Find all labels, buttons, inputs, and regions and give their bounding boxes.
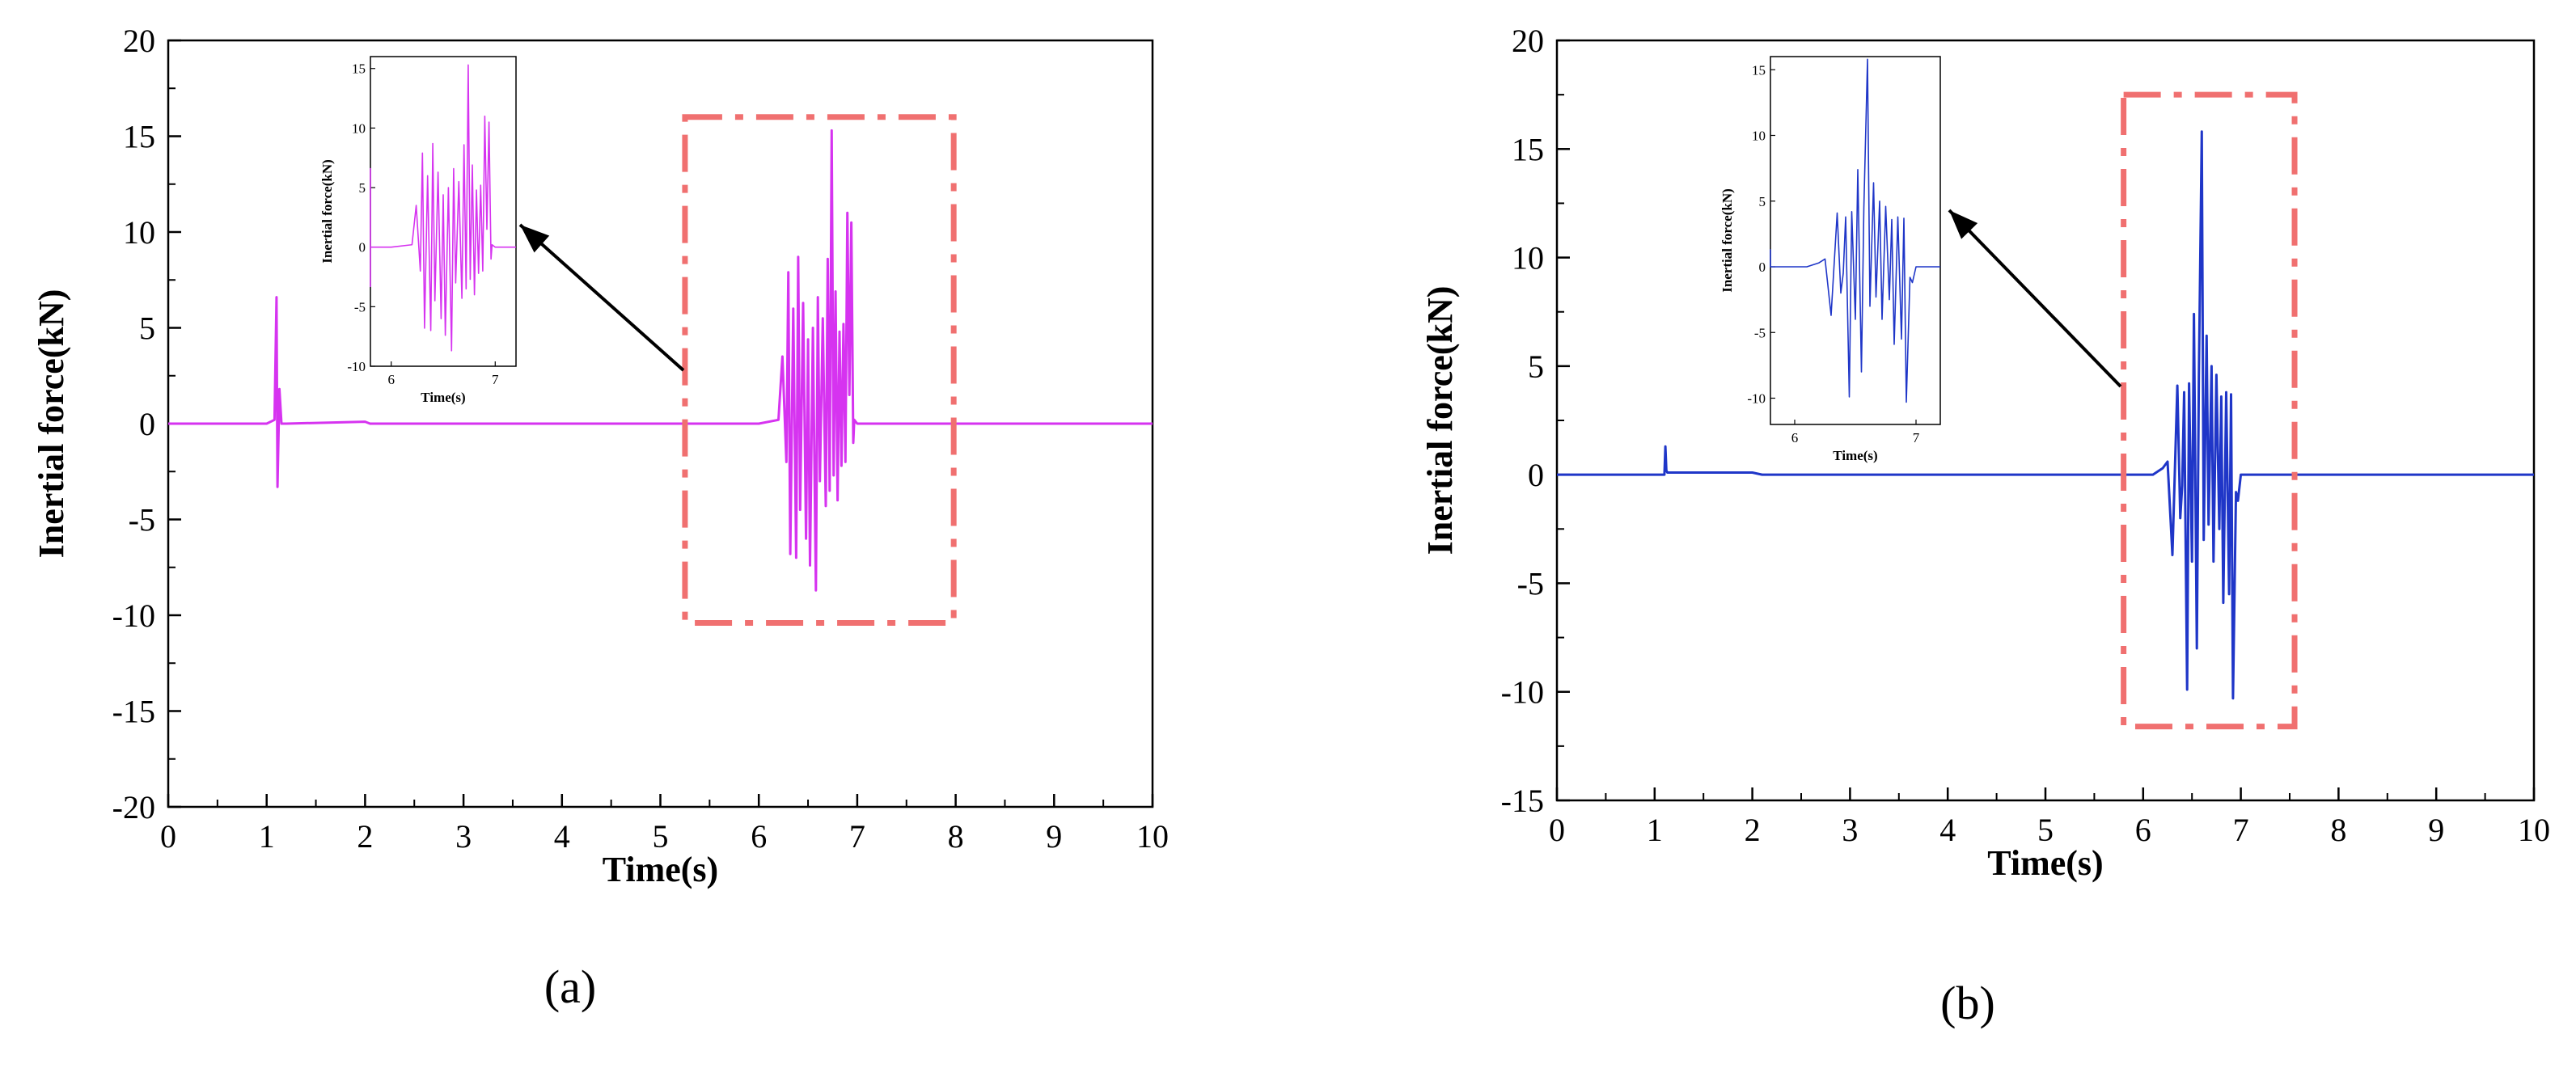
y-tick-label: 10 [123, 214, 155, 251]
y-tick-label: -15 [1501, 783, 1544, 819]
annotation-arrowhead [1949, 210, 1978, 239]
inset-series-line [370, 64, 516, 352]
y-axis-title: Inertial force(kN) [1420, 286, 1460, 555]
inset-y-tick-label: -10 [347, 359, 366, 374]
y-tick-label: 20 [1512, 23, 1544, 59]
inset-frame [370, 56, 517, 367]
x-tick-label: 10 [2518, 812, 2550, 848]
y-tick-label: 15 [1512, 131, 1544, 167]
inset-y-tick-label: 5 [1759, 194, 1766, 209]
inset-y-axis-title: Inertial force(kN) [1719, 188, 1735, 293]
highlight-box [682, 114, 957, 626]
inset-chart: -10 -5 0 5 10 15 6 7 Time(s) Inertial force(kN) [319, 56, 517, 405]
chart-panel-b: 0 1 2 3 4 5 6 7 8 9 10 -15 -10 -5 0 5 10 15 20 Time(s) Inert… [1420, 23, 2550, 1029]
x-axis-title: Time(s) [1987, 843, 2103, 883]
x-tick-label: 0 [1549, 812, 1565, 848]
inset-y-tick-label: 10 [1752, 129, 1766, 144]
x-tick-label: 5 [653, 818, 669, 855]
x-tick-label: 0 [160, 818, 176, 855]
x-axis-title: Time(s) [603, 850, 718, 889]
inset-y-tick-label: 10 [352, 120, 366, 136]
x-tick-label: 4 [1939, 812, 1956, 848]
y-tick-label: 5 [1528, 348, 1544, 385]
inset-x-tick-label: 6 [387, 372, 395, 387]
panel-label: (a) [544, 960, 596, 1013]
inset-y-tick-label: 15 [352, 61, 366, 77]
x-tick-label: 2 [357, 818, 373, 855]
inset-x-tick-label: 7 [1913, 430, 1920, 445]
x-tick-label: 3 [455, 818, 472, 855]
inset-y-tick-label: 5 [359, 180, 366, 196]
inset-y-tick-label: -5 [354, 299, 366, 314]
annotation-arrow [1948, 209, 2122, 388]
x-tick-label: 9 [2428, 812, 2444, 848]
inset-y-tick-label: 0 [1759, 260, 1766, 275]
x-tick-label: 6 [751, 818, 767, 855]
x-tick-label: 9 [1046, 818, 1062, 855]
y-axis-title: Inertial force(kN) [32, 289, 71, 559]
x-tick-label: 1 [1647, 812, 1663, 848]
y-tick-label: 0 [1528, 457, 1544, 493]
inset-chart: -10 -5 0 5 10 15 6 7 Time(s) Inertial force(kN) [1719, 56, 1941, 463]
y-tick-label: 10 [1512, 240, 1544, 276]
y-tick-label: -5 [129, 502, 155, 538]
inset-frame [1770, 56, 1941, 425]
x-tick-label: 7 [849, 818, 865, 855]
inset-series-line [1770, 58, 1940, 403]
x-tick-label: 3 [1842, 812, 1858, 848]
x-tick-label: 6 [2135, 812, 2151, 848]
x-tick-label: 1 [259, 818, 275, 855]
y-tick-label: 20 [123, 23, 155, 59]
panel-label: (b) [1940, 977, 1995, 1029]
inset-y-tick-label: -10 [1747, 391, 1766, 407]
series-line [1557, 130, 2534, 700]
x-tick-label: 4 [554, 818, 570, 855]
inset-y-tick-label: 15 [1752, 62, 1766, 78]
x-tick-label: 2 [1745, 812, 1761, 848]
y-tick-label: -10 [112, 597, 155, 634]
x-tick-label: 8 [2330, 812, 2346, 848]
chart-panel-a: 0 1 2 3 4 5 6 7 8 9 10 -20 -15 -10 -5 0 5 10 15 20 Time(s) In… [32, 23, 1169, 1013]
y-tick-label: -10 [1501, 674, 1544, 711]
y-tick-label: -15 [112, 694, 155, 730]
y-tick-label: -5 [1517, 565, 1544, 602]
y-tick-label: -20 [112, 789, 155, 825]
series-line [168, 129, 1153, 592]
annotation-arrow [518, 223, 685, 372]
inset-x-axis-title: Time(s) [421, 390, 465, 405]
y-tick-label: 15 [123, 119, 155, 155]
inset-x-tick-label: 7 [492, 372, 499, 387]
inset-y-tick-label: -5 [1754, 325, 1766, 340]
annotation-arrowhead [520, 225, 550, 253]
x-tick-label: 7 [2233, 812, 2249, 848]
inset-y-tick-label: 0 [359, 240, 366, 255]
y-tick-label: 5 [139, 310, 155, 347]
x-tick-label: 10 [1136, 818, 1169, 855]
y-tick-label: 0 [139, 406, 155, 442]
x-tick-label: 8 [948, 818, 964, 855]
inset-y-axis-title: Inertial force(kN) [319, 159, 335, 264]
plot-frame [1555, 39, 2536, 802]
inset-x-axis-title: Time(s) [1833, 448, 1877, 463]
highlight-box [2121, 91, 2298, 730]
inset-x-tick-label: 6 [1791, 430, 1799, 445]
x-tick-label: 5 [2037, 812, 2054, 848]
